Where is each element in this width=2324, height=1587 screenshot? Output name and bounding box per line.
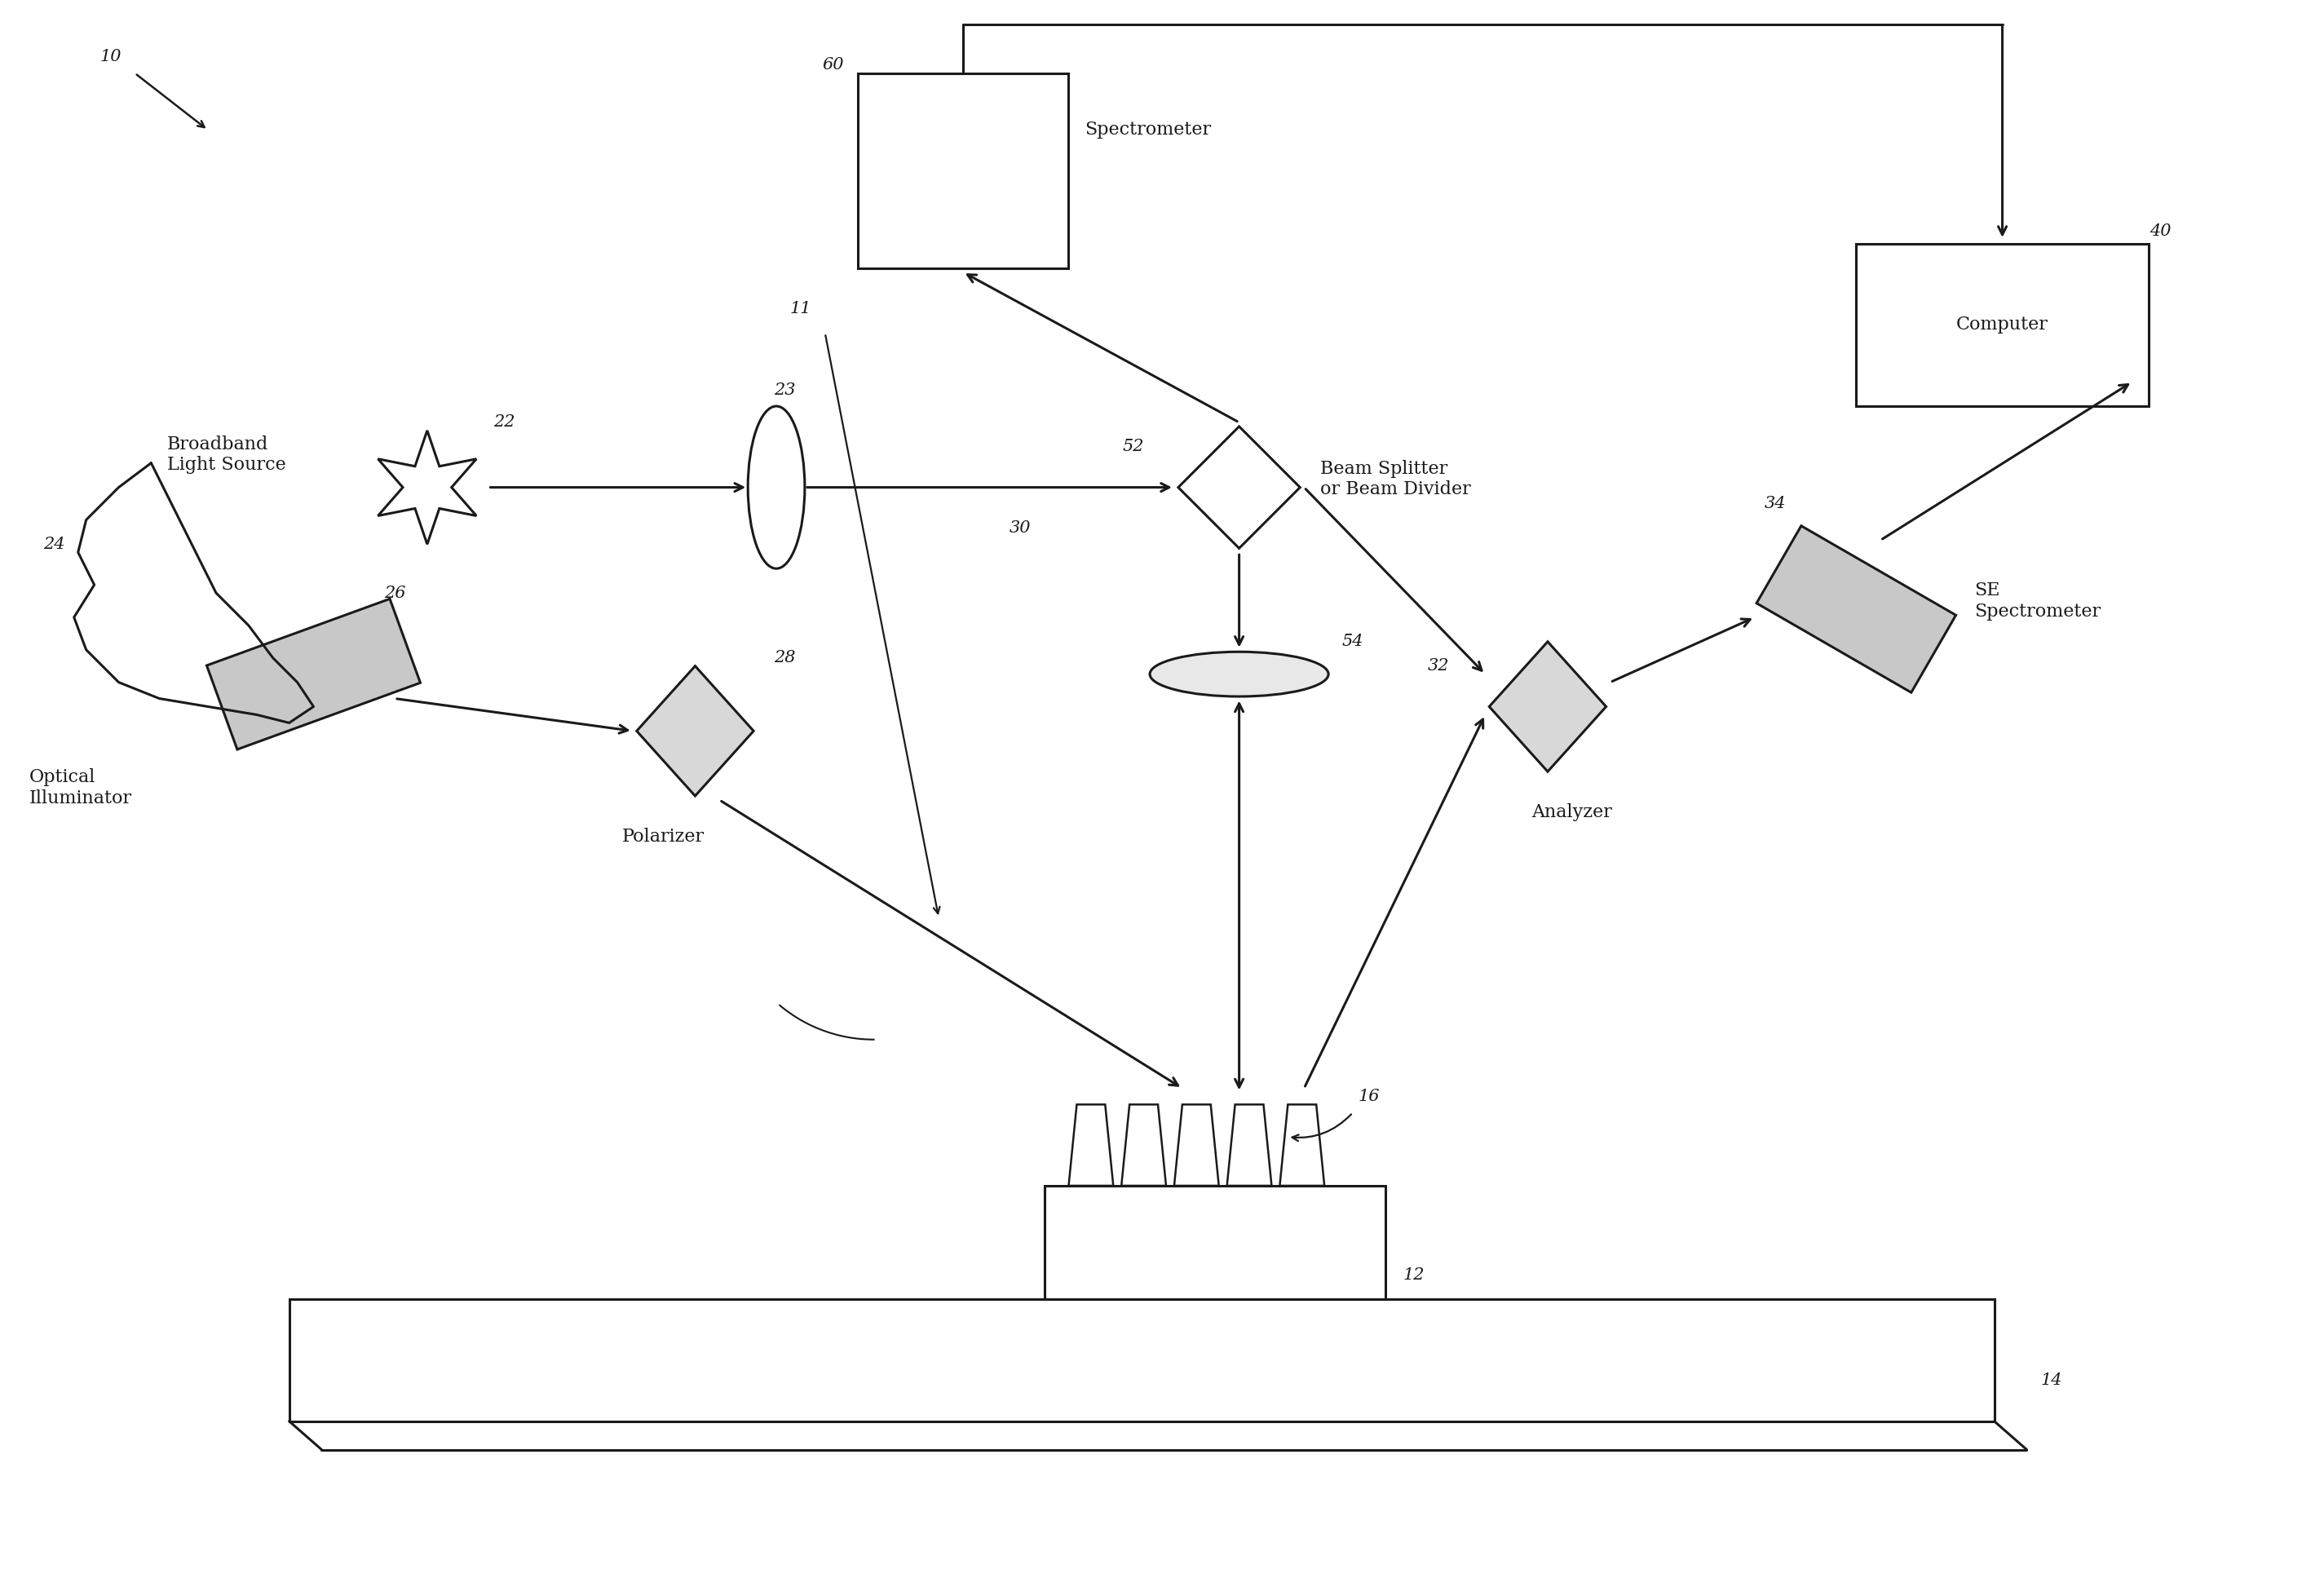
Text: 54: 54 bbox=[1341, 633, 1364, 649]
Bar bbox=[288, 1300, 1994, 1422]
Text: 40: 40 bbox=[2150, 224, 2171, 240]
Polygon shape bbox=[637, 667, 753, 797]
Bar bbox=[858, 73, 1069, 268]
Text: 16: 16 bbox=[1357, 1089, 1380, 1105]
Text: 32: 32 bbox=[1427, 659, 1448, 674]
Text: Spectrometer: Spectrometer bbox=[1085, 121, 1211, 140]
Bar bbox=[1857, 244, 2147, 406]
Text: 26: 26 bbox=[383, 586, 404, 600]
Text: 60: 60 bbox=[823, 57, 844, 73]
Text: 28: 28 bbox=[774, 651, 795, 665]
Polygon shape bbox=[207, 598, 421, 749]
Text: 11: 11 bbox=[790, 302, 811, 316]
Text: 22: 22 bbox=[493, 414, 516, 430]
Text: 14: 14 bbox=[2040, 1373, 2061, 1389]
Text: Beam Splitter
or Beam Divider: Beam Splitter or Beam Divider bbox=[1320, 460, 1471, 498]
Text: 34: 34 bbox=[1764, 495, 1785, 511]
Text: 23: 23 bbox=[774, 382, 795, 398]
Text: Broadband
Light Source: Broadband Light Source bbox=[167, 435, 286, 475]
Text: Optical
Illuminator: Optical Illuminator bbox=[30, 768, 132, 808]
Text: 24: 24 bbox=[42, 536, 65, 552]
Text: Computer: Computer bbox=[1957, 316, 2047, 333]
Polygon shape bbox=[1490, 641, 1606, 771]
Ellipse shape bbox=[1150, 652, 1329, 697]
Polygon shape bbox=[379, 430, 476, 544]
Text: SE
Spectrometer: SE Spectrometer bbox=[1973, 582, 2101, 621]
Text: 52: 52 bbox=[1122, 440, 1143, 454]
Text: 12: 12 bbox=[1404, 1268, 1425, 1282]
Polygon shape bbox=[1757, 525, 1957, 692]
Text: 10: 10 bbox=[100, 49, 121, 65]
Text: 30: 30 bbox=[1009, 521, 1032, 536]
Bar bbox=[1043, 1185, 1385, 1300]
Text: Polarizer: Polarizer bbox=[623, 827, 704, 846]
Text: Analyzer: Analyzer bbox=[1532, 803, 1613, 820]
